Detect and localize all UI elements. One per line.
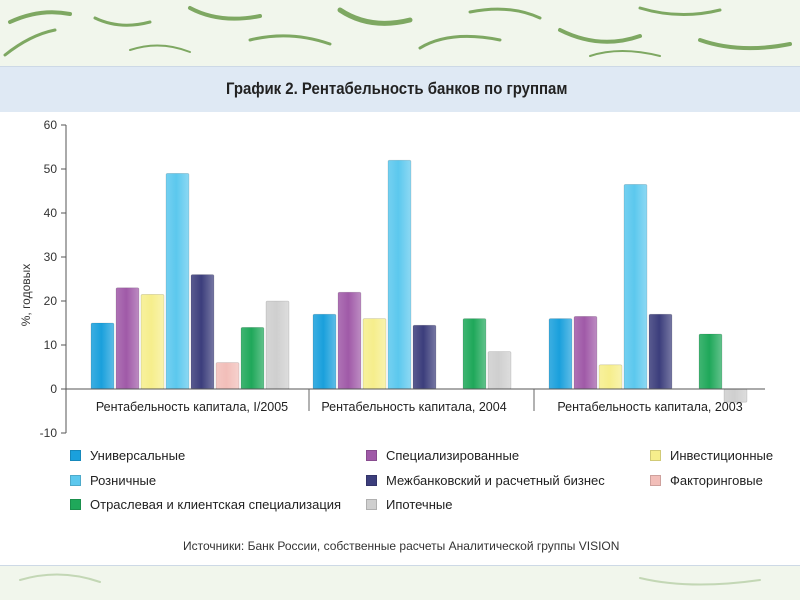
legend-item: Розничные	[70, 472, 156, 488]
bar-2-2	[337, 291, 362, 390]
bar-4-1	[165, 173, 190, 390]
legend-swatch	[650, 449, 661, 461]
bar-4-3	[623, 184, 648, 390]
bar-1-3	[548, 318, 573, 390]
legend-label: Специализированные	[386, 447, 520, 463]
legend-swatch	[366, 449, 377, 461]
y-tick-label: 20	[44, 294, 58, 308]
legend-item: Межбанковский и расчетный бизнес	[366, 472, 605, 488]
y-tick-label: 30	[44, 250, 58, 264]
legend-label: Отраслевая и клиентская специализация	[90, 496, 342, 512]
bar-2-1	[115, 287, 140, 390]
legend-swatch	[366, 498, 377, 510]
legend-label: Инвестиционные	[670, 447, 774, 463]
bar-3-2	[362, 318, 387, 390]
bar-4-2	[387, 159, 412, 390]
legend-swatch	[650, 474, 661, 486]
bar-8-2	[487, 351, 512, 390]
bar-3-3	[598, 364, 623, 390]
legend-label: Ипотечные	[386, 496, 453, 512]
y-tick-label: -10	[40, 426, 58, 440]
legend-item: Специализированные	[366, 447, 519, 463]
bar-chart: -10 0 10 20 30 40 50 60 %, годовых Рентабельность…	[19, 118, 765, 440]
bar-8-1	[265, 300, 290, 390]
category-label: Рентабельность капитала, 2003	[557, 400, 742, 414]
bar-2-3	[573, 316, 598, 390]
bar-6-1	[215, 362, 240, 390]
bar-7-1	[240, 327, 265, 390]
legend-label: Факторинговые	[670, 472, 763, 488]
legend-swatch	[366, 474, 377, 486]
y-tick-label: 0	[50, 382, 57, 396]
bar-7-2	[462, 318, 487, 390]
legend-label: Розничные	[90, 472, 157, 488]
chart-title: График 2. Рентабельность банков по групп…	[226, 79, 568, 98]
source-note: Источники: Банк России, собственные расч…	[183, 539, 620, 553]
legend-label: Межбанковский и расчетный бизнес	[386, 472, 605, 488]
chart-panel: График 2. Рентабельность банков по групп…	[0, 66, 800, 566]
legend-label: Универсальные	[90, 447, 186, 463]
legend-swatch	[70, 498, 81, 510]
legend-swatch	[70, 449, 81, 461]
bar-5-2	[412, 324, 437, 390]
bar-5-1	[190, 274, 215, 390]
legend-item: Ипотечные	[366, 496, 452, 512]
category-label: Рентабельность капитала, I/2005	[96, 400, 288, 414]
bar-1-1	[90, 322, 115, 390]
y-tick-label: 10	[44, 338, 58, 352]
bar-5-3	[648, 313, 673, 390]
bar-3-1	[140, 294, 165, 390]
legend-item: Универсальные	[70, 447, 185, 463]
category-label: Рентабельность капитала, 2004	[321, 400, 506, 414]
legend-item: Инвестиционные	[650, 447, 773, 463]
legend-swatch	[70, 474, 81, 486]
y-tick-label: 50	[44, 162, 58, 176]
y-axis-label: %, годовых	[19, 264, 33, 327]
legend-item: Факторинговые	[650, 472, 763, 488]
bar-7-3	[698, 333, 723, 390]
y-tick-label: 40	[44, 206, 58, 220]
bar-1-2	[312, 313, 337, 390]
y-tick-label: 60	[44, 118, 58, 132]
title-bar: График 2. Рентабельность банков по групп…	[0, 67, 800, 112]
legend-item: Отраслевая и клиентская специализация	[70, 496, 341, 512]
